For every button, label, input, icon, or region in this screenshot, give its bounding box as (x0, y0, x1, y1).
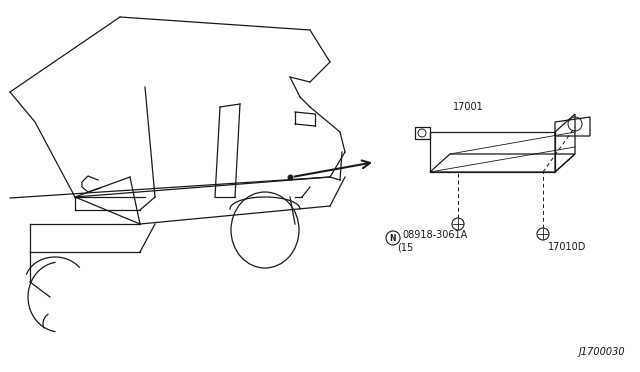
Text: 17010D: 17010D (548, 242, 586, 252)
Text: 17001: 17001 (453, 102, 484, 112)
Text: J1700030: J1700030 (579, 347, 625, 357)
Text: N: N (390, 234, 396, 243)
Text: 08918-3061A: 08918-3061A (402, 230, 467, 240)
Text: (15: (15 (397, 243, 413, 253)
